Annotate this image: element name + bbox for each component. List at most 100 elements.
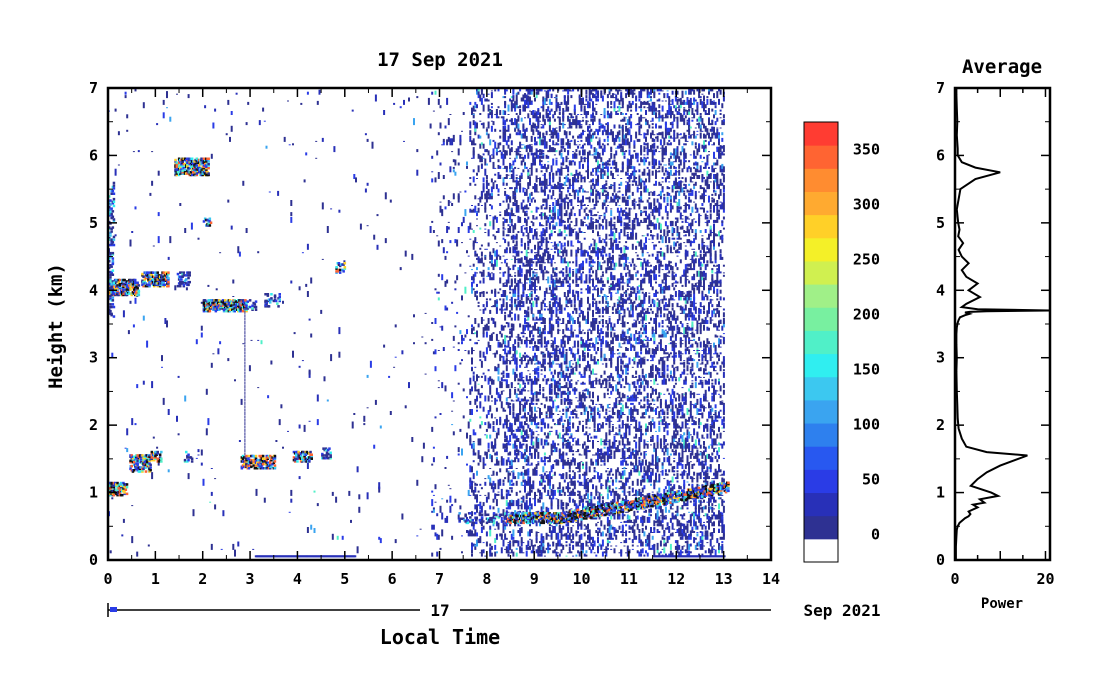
heatmap-cell [502,374,505,378]
heatmap-cell [467,255,470,257]
heatmap-cell [552,186,555,190]
heatmap-cell [535,206,538,213]
heatmap-cell [469,484,472,490]
heatmap-cell [543,249,546,254]
heatmap-cell [558,450,561,453]
heatmap-cell [620,549,623,554]
heatmap-cell [502,116,505,119]
heatmap-cell [517,414,520,422]
heatmap-cell [507,124,510,132]
heatmap-cell [567,327,570,331]
heatmap-cell [534,325,536,331]
heatmap-cell [550,396,553,402]
heatmap-cell [550,232,553,237]
heatmap-cell [557,209,560,217]
heatmap-cell [587,133,589,139]
heatmap-cell [577,240,580,244]
heatmap-cell [580,382,583,385]
heatmap-cell [606,257,609,260]
heatmap-cell [502,96,505,99]
heatmap-cell [509,133,512,139]
heatmap-cell [117,164,120,166]
heatmap-cell [515,240,518,247]
heatmap-cell [482,186,485,193]
heatmap-cell [500,381,503,385]
heatmap-cell [505,345,508,348]
heatmap-cell [613,490,616,496]
heatmap-cell [568,335,571,341]
heatmap-cell [585,540,588,547]
heatmap-cell [482,304,485,308]
heatmap-cell [550,165,553,173]
heatmap-cell [562,372,565,378]
heatmap-cell [152,245,155,247]
heatmap-cell [494,173,497,176]
heatmap-cell [572,544,575,550]
heatmap-cell [610,322,613,328]
heatmap-cell [570,433,573,439]
heatmap-cell [570,184,573,186]
heatmap-cell [479,416,482,419]
heatmap-cell [595,171,598,176]
heatmap-cell [479,227,482,230]
heatmap-cell [494,493,497,500]
heatmap-cell [555,222,558,227]
heatmap-cell [537,371,540,378]
heatmap-cell [547,118,550,122]
heatmap-cell [540,205,543,210]
heatmap-cell [611,254,614,260]
heatmap-cell [543,484,546,486]
heatmap-cell [487,182,490,186]
heatmap-cell [605,131,608,136]
heatmap-cell [543,404,546,409]
heatmap-cell [545,547,548,550]
heatmap-cell [437,297,440,301]
heatmap-cell [306,463,309,469]
heatmap-cell [394,356,397,358]
heatmap-cell [540,160,543,163]
heatmap-cell [608,285,611,287]
heatmap-cell [530,438,533,446]
heatmap-cell [535,273,538,277]
heatmap-cell [560,398,563,405]
heatmap-cell [480,89,483,95]
heatmap-cell [479,120,482,122]
heatmap-cell [489,110,492,112]
heatmap-cell [550,443,553,449]
heatmap-cell [494,167,497,169]
heatmap-cell [557,371,560,378]
heatmap-cell [504,443,507,449]
heatmap-cell [306,527,309,533]
heatmap-cell [524,437,526,442]
heatmap-cell [162,397,165,405]
heatmap-cell [471,328,473,335]
heatmap-cell [431,338,434,341]
heatmap-cell [514,274,517,277]
heatmap-cell [497,172,500,179]
heatmap-cell [605,180,608,183]
heatmap-cell [618,187,621,190]
heatmap-cell [515,120,518,122]
heatmap-cell [542,225,545,227]
heatmap-cell [504,533,507,537]
heatmap-cell [263,120,266,122]
heatmap-cell [603,446,606,449]
heatmap-cell [509,411,512,415]
heatmap-cell [598,279,601,284]
heatmap-cell [487,449,490,453]
heatmap-cell [557,443,560,446]
heatmap-cell [411,253,414,260]
heatmap-cell [580,343,583,348]
heatmap-cell [565,486,568,490]
heatmap-cell [553,241,556,247]
heatmap-cell [482,372,485,375]
heatmap-cell [613,137,616,142]
heatmap-cell [603,392,606,395]
heatmap-cell [432,230,435,233]
heatmap-cell [595,459,598,463]
heatmap-cell [593,414,596,419]
heatmap-cell [524,281,526,284]
heatmap-cell [548,476,551,483]
heatmap-cell [480,205,483,206]
heatmap-cell [492,161,495,169]
